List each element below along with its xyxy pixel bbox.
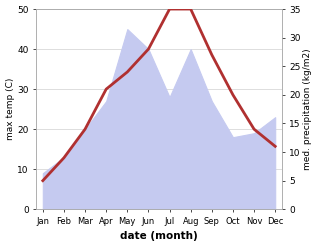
X-axis label: date (month): date (month) (120, 231, 198, 242)
Y-axis label: med. precipitation (kg/m2): med. precipitation (kg/m2) (303, 48, 313, 170)
Y-axis label: max temp (C): max temp (C) (5, 78, 15, 140)
